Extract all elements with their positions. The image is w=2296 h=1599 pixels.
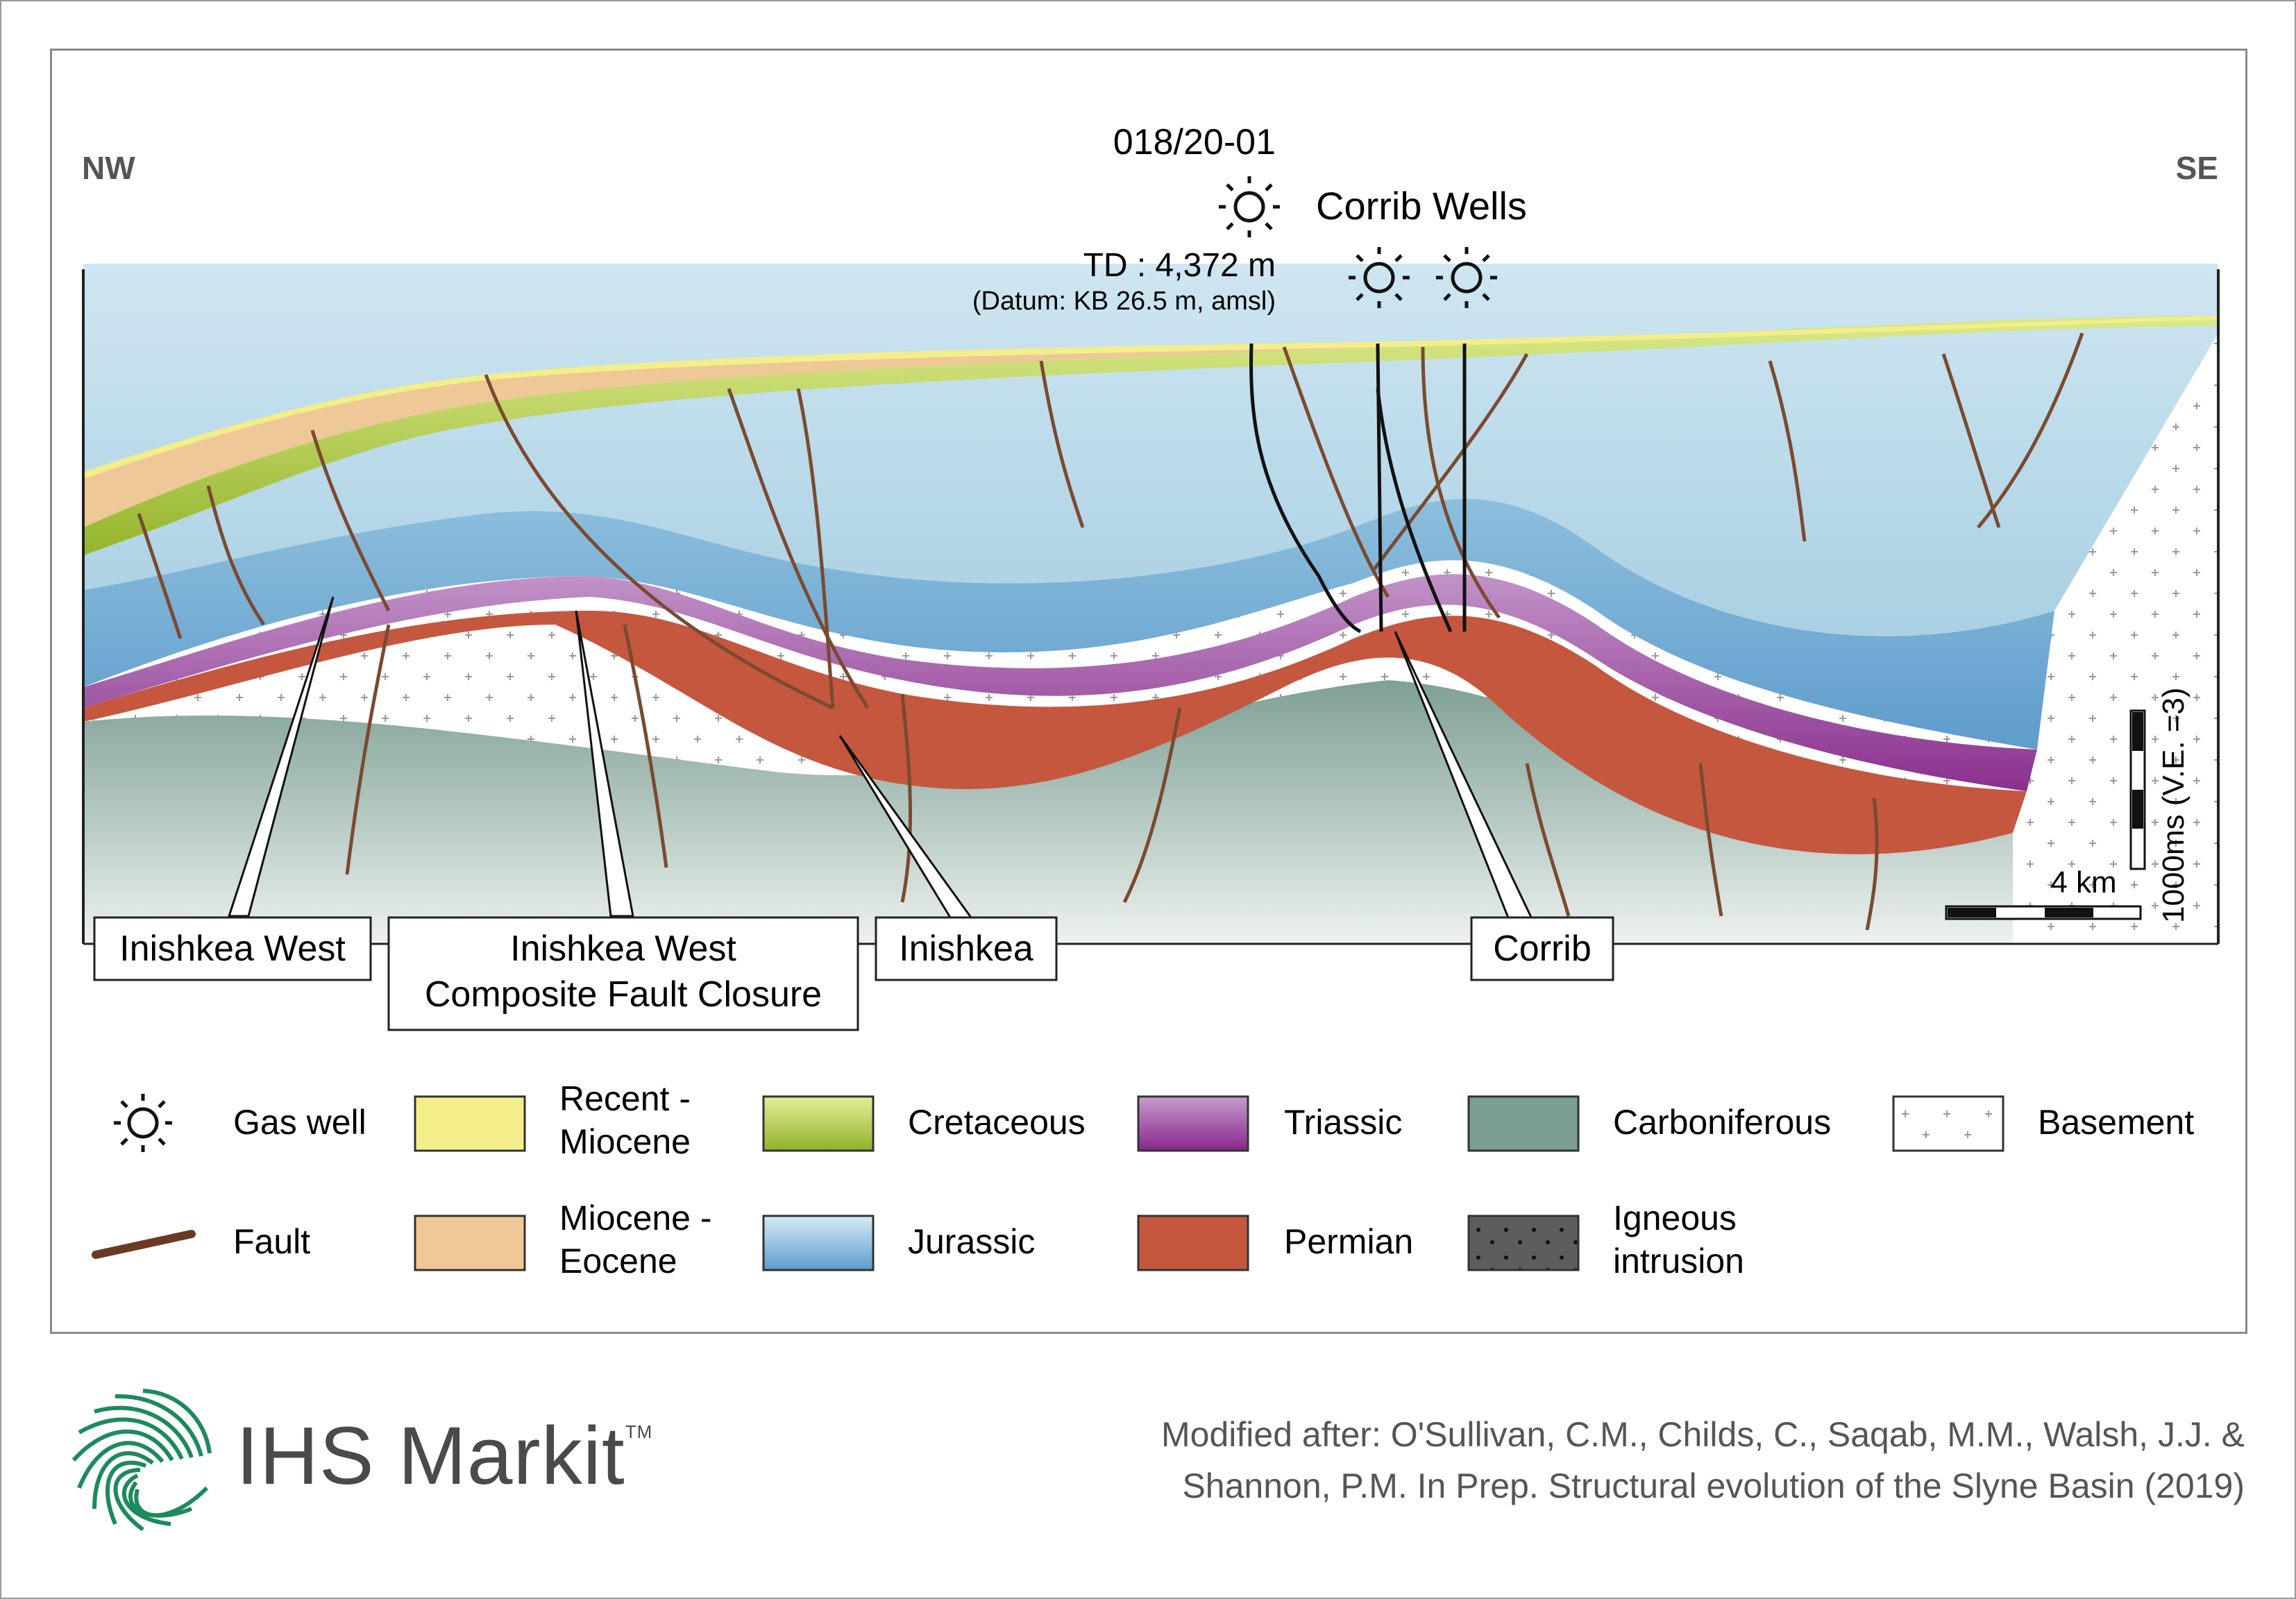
corrib-wells-label: Corrib Wells bbox=[1316, 184, 1527, 228]
legend-fault-label: Fault bbox=[233, 1222, 310, 1261]
citation: Modified after: O'Sullivan, C.M., Childs… bbox=[1161, 1409, 2245, 1512]
svg-text:Inishkea: Inishkea bbox=[899, 929, 1033, 969]
callout-inishkea-west: Inishkea West bbox=[93, 916, 372, 981]
swatch-miocene-eocene bbox=[414, 1215, 526, 1271]
orientation-nw: NW bbox=[82, 150, 135, 186]
swatch-igneous bbox=[1467, 1215, 1580, 1271]
vertical-scale-bar: 1000ms (V.E. =3) bbox=[2129, 687, 2191, 923]
callout-composite-fault-closure: Inishkea West Composite Fault Closure bbox=[387, 916, 859, 1031]
callout-corrib: Corrib bbox=[1470, 916, 1614, 981]
svg-text:1000ms (V.E. =3): 1000ms (V.E. =3) bbox=[2156, 687, 2191, 923]
legend-carboniferous-label: Carboniferous bbox=[1613, 1103, 1831, 1142]
callout-pointers bbox=[227, 596, 1536, 931]
citation-line-2: Shannon, P.M. In Prep. Structural evolut… bbox=[1182, 1466, 2245, 1505]
legend-basement-label: Basement bbox=[2038, 1103, 2194, 1142]
legend: Gas well Recent -Miocene Cretaceous Tria… bbox=[92, 1079, 2194, 1280]
swatch-cretaceous bbox=[762, 1095, 875, 1152]
swatch-triassic bbox=[1137, 1095, 1249, 1152]
swatch-permian bbox=[1137, 1215, 1249, 1271]
carboniferous-layer bbox=[83, 680, 2013, 944]
well-td-label: TD : 4,372 m bbox=[1083, 247, 1276, 284]
gas-well-icon bbox=[1219, 176, 1280, 237]
permian-layer bbox=[83, 611, 2027, 854]
legend-miocene-eocene-label: Miocene -Eocene bbox=[559, 1199, 712, 1280]
svg-text:Composite Fault Closure: Composite Fault Closure bbox=[425, 974, 822, 1015]
horizontal-scale-bar: 4 km bbox=[1945, 865, 2142, 920]
jurassic-upper-layer bbox=[83, 264, 2218, 636]
citation-line-1: Modified after: O'Sullivan, C.M., Childs… bbox=[1161, 1415, 2245, 1454]
svg-text:4 km: 4 km bbox=[2050, 865, 2116, 899]
fault-lines bbox=[137, 332, 2084, 931]
legend-cretaceous-label: Cretaceous bbox=[908, 1103, 1086, 1142]
legend-recent-miocene-label: Recent -Miocene bbox=[559, 1079, 691, 1161]
legend-permian-label: Permian bbox=[1284, 1222, 1413, 1261]
triassic-layer bbox=[83, 574, 2037, 791]
jurassic-lower-layer bbox=[83, 498, 2054, 750]
legend-jurassic-label: Jurassic bbox=[908, 1222, 1035, 1261]
well-datum-label: (Datum: KB 26.5 m, amsl) bbox=[972, 287, 1276, 316]
gas-well-icon bbox=[114, 1094, 172, 1152]
swatch-jurassic bbox=[762, 1215, 875, 1271]
legend-igneous-label: Igneous intrusion bbox=[1613, 1199, 1744, 1280]
callout-inishkea: Inishkea bbox=[875, 916, 1058, 981]
section-body bbox=[83, 264, 2218, 944]
swatch-fault bbox=[92, 1230, 196, 1259]
recent-miocene-layer bbox=[83, 316, 2218, 479]
orientation-se: SE bbox=[2176, 150, 2218, 186]
ihs-markit-wordmark: IHS MarkitTM bbox=[236, 1410, 653, 1502]
swatch-carboniferous bbox=[1467, 1095, 1580, 1152]
legend-gas-well-label: Gas well bbox=[233, 1103, 366, 1142]
cretaceous-layer bbox=[83, 316, 2218, 555]
legend-triassic-label: Triassic bbox=[1284, 1103, 1402, 1142]
svg-text:Inishkea West: Inishkea West bbox=[510, 929, 736, 969]
gas-well-icon bbox=[1436, 247, 1497, 308]
well-paths bbox=[1249, 343, 1467, 634]
svg-text:Inishkea West: Inishkea West bbox=[119, 929, 346, 969]
gas-well-icon bbox=[1349, 247, 1410, 308]
svg-text:Corrib: Corrib bbox=[1493, 929, 1592, 969]
swatch-recent-miocene bbox=[414, 1095, 526, 1152]
well-name-label: 018/20-01 bbox=[1113, 122, 1276, 162]
ihs-markit-logo-icon bbox=[71, 1389, 212, 1532]
swatch-basement bbox=[1892, 1095, 2004, 1152]
